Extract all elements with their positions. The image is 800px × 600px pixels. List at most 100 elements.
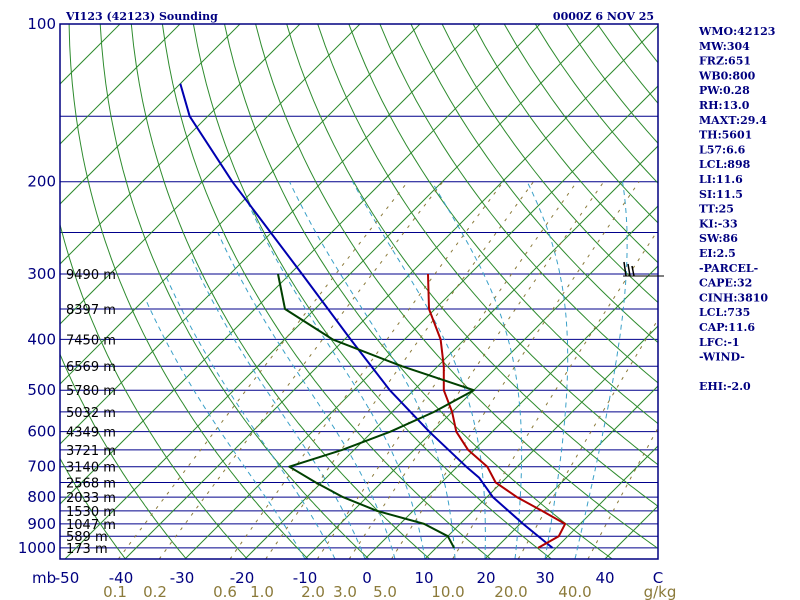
temperature-tick-label: 20 [476, 569, 495, 587]
height-label: 4349 m [66, 426, 116, 441]
isotherm [60, 24, 421, 385]
temperature-profile-line [427, 273, 567, 549]
moist-adiabat [431, 181, 523, 559]
moist-adiabat [145, 298, 306, 559]
height-label: 5032 m [66, 406, 116, 421]
dry-adiabat [348, 24, 658, 425]
index-line: KI:-33 [699, 217, 738, 230]
index-line: SI:11.5 [699, 188, 743, 201]
dry-adiabat [60, 222, 248, 559]
pressure-tick-label: 500 [27, 381, 56, 399]
index-line: LFC:-1 [699, 336, 740, 349]
index-line: PW:0.28 [699, 84, 750, 97]
index-line: LCL:735 [699, 306, 750, 319]
mixing-ratio-line [158, 181, 444, 559]
mixing-ratio-label: 0.1 [103, 583, 127, 600]
mixing-ratio-label: 10.0 [431, 583, 464, 600]
moist-adiabat [217, 232, 396, 559]
parcel-trace-line [179, 83, 554, 549]
dry-adiabat [68, 24, 309, 559]
station-title: VI123 (42123) Sounding [65, 10, 218, 23]
dry-adiabat [60, 457, 126, 559]
height-label: 8397 m [66, 303, 116, 318]
pressure-tick-label: 900 [27, 515, 56, 533]
dewpoint-profile-line [277, 273, 475, 549]
index-line: -PARCEL- [699, 262, 758, 275]
dry-adiabat [441, 24, 658, 304]
mixing-ratio-line [391, 181, 640, 559]
index-line: EI:2.5 [699, 247, 736, 260]
moist-adiabat [245, 197, 426, 559]
temperature-tick-label: 40 [595, 569, 614, 587]
wind-barb-flag [627, 263, 631, 277]
mixing-ratio-label: 2.0 [301, 583, 325, 600]
wind-barbs [623, 261, 664, 277]
isotherm [60, 24, 301, 265]
temperature-tick-label: -10 [293, 569, 318, 587]
dry-adiabat [410, 24, 658, 344]
isotherm [60, 24, 541, 505]
mixing-ratio-unit-label: g/kg [644, 583, 677, 600]
mixing-ratio-label: 0.6 [213, 583, 237, 600]
isotherm [364, 265, 658, 559]
index-line: LCL:898 [699, 158, 751, 171]
index-line: TT:25 [699, 203, 734, 216]
pressure-tick-label: 100 [27, 15, 56, 33]
dry-adiabat [317, 24, 658, 466]
wind-barb-flag [623, 261, 627, 277]
plot-frame [59, 23, 659, 560]
background-grid [60, 24, 658, 559]
isotherm [60, 24, 241, 205]
mixing-ratio-line [348, 181, 605, 559]
pressure-tick-label: 1000 [18, 539, 56, 557]
height-label: 589 m [66, 530, 108, 545]
temperature-tick-label: C [653, 569, 663, 587]
height-label: 9490 m [66, 268, 116, 283]
isotherm [64, 24, 601, 559]
mixing-ratio-line [316, 181, 578, 559]
temperature-tick-label: -50 [55, 569, 80, 587]
dry-adiabat [472, 24, 658, 264]
isotherm [60, 24, 181, 145]
dry-adiabat [60, 352, 187, 559]
dry-adiabat [130, 24, 431, 559]
height-label: 3721 m [66, 444, 116, 459]
temperature-tick-label: 30 [535, 569, 554, 587]
pressure-tick-label: 300 [27, 265, 56, 283]
temperature-tick-label: -40 [109, 569, 134, 587]
pressure-tick-label: 600 [27, 423, 56, 441]
isotherm [544, 445, 658, 559]
mixing-ratio-label: 0.2 [143, 583, 167, 600]
index-line: WMO:42123 [698, 25, 775, 38]
mixing-ratio-label: 20.0 [494, 583, 527, 600]
temperature-tick-label: 10 [414, 569, 433, 587]
mixing-ratio-label: 40.0 [558, 583, 591, 600]
pressure-tick-label: 700 [27, 458, 56, 476]
index-line: LI:11.6 [699, 173, 743, 186]
index-line: FRZ:651 [699, 55, 751, 68]
index-line: CAP:11.6 [699, 321, 755, 334]
index-line: TH:5601 [699, 129, 752, 142]
height-label: 5780 m [66, 384, 116, 399]
index-line: RH:13.0 [699, 99, 750, 112]
index-line: WB0:800 [698, 69, 756, 82]
height-label: 3140 m [66, 461, 116, 476]
index-line: MAXT:29.4 [699, 114, 767, 127]
index-line: L57:6.6 [699, 143, 746, 156]
mixing-ratio-label: 3.0 [333, 583, 357, 600]
index-line: EHI:-2.0 [699, 380, 751, 393]
mixing-ratio-label: 5.0 [373, 583, 397, 600]
dry-adiabat [286, 24, 658, 507]
mixing-ratio-line [452, 229, 658, 559]
height-label: 2033 m [66, 491, 116, 506]
isotherm [124, 25, 658, 559]
pressure-unit-label: mb [32, 569, 56, 587]
dry-adiabat [255, 24, 658, 550]
profiles [179, 83, 567, 549]
isotherm [244, 145, 658, 559]
mixing-ratio-line [517, 318, 658, 559]
pressure-tick-label: 200 [27, 173, 56, 191]
